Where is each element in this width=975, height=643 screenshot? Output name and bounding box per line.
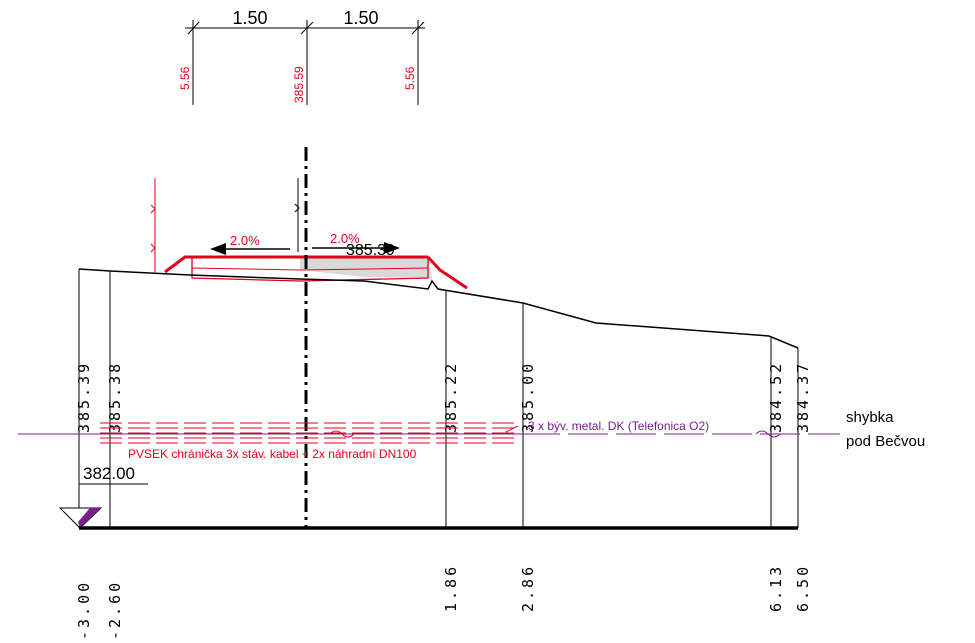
- purple-utility-label: 3 x býv. metal. DK (Telefonica O2): [528, 419, 709, 433]
- slope-right: 2.0%: [312, 231, 400, 254]
- side-marker: [150, 178, 156, 272]
- datum-marker: 382.00: [58, 464, 148, 529]
- station-label: 6.50: [794, 564, 812, 612]
- slope-left: 2.0%: [210, 233, 290, 255]
- terrain-line: [78, 268, 799, 349]
- dimension-chain: 1.50 1.50 5.56 385.59 5.56: [178, 8, 425, 105]
- station-label: -3.00: [75, 580, 93, 640]
- road-fill: [300, 257, 432, 278]
- height-label: 385.39: [75, 361, 93, 433]
- dimension-right-width: 1.50: [343, 8, 378, 28]
- station-label: 1.86: [442, 564, 460, 612]
- axis-elevation-label: 385.39: [346, 242, 395, 259]
- station-label: -2.60: [106, 580, 124, 640]
- terrain-height-labels: 385.39 385.38 385.22 385.00 384.52 384.3…: [75, 361, 812, 433]
- station-label: 2.86: [519, 564, 537, 612]
- dimension-center-elevation: 385.59: [292, 66, 306, 103]
- height-label: 385.22: [442, 361, 460, 433]
- station-verticals: [78, 269, 799, 528]
- datum-elevation-label: 382.00: [83, 464, 135, 483]
- red-utility-label: PVSEK chránička 3x stáv. kabel + 2x náhr…: [128, 447, 417, 461]
- height-label: 385.38: [106, 361, 124, 433]
- height-label: 384.37: [794, 361, 812, 433]
- note-line-1: shybka: [846, 409, 894, 426]
- station-label: 6.13: [767, 564, 785, 612]
- dimension-left-offset: 5.56: [178, 66, 192, 90]
- station-labels: -3.00 -2.60 1.86 2.86 6.13 6.50: [75, 564, 812, 640]
- height-label: 384.52: [767, 361, 785, 433]
- dimension-left-width: 1.50: [232, 8, 267, 28]
- dimension-right-offset: 5.56: [403, 66, 417, 90]
- slope-right-label: 2.0%: [330, 231, 360, 246]
- road-cross-section: [164, 255, 468, 290]
- red-utility-lines: [100, 422, 519, 444]
- slope-left-label: 2.0%: [230, 233, 260, 248]
- height-label: 385.00: [519, 361, 537, 433]
- note-line-2: pod Bečvou: [846, 433, 925, 450]
- purple-utility-line: [18, 430, 840, 438]
